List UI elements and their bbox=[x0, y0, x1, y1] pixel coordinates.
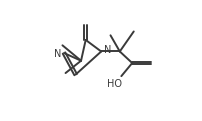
Text: N: N bbox=[54, 49, 62, 59]
Text: N: N bbox=[104, 45, 111, 55]
Text: HO: HO bbox=[107, 79, 122, 89]
